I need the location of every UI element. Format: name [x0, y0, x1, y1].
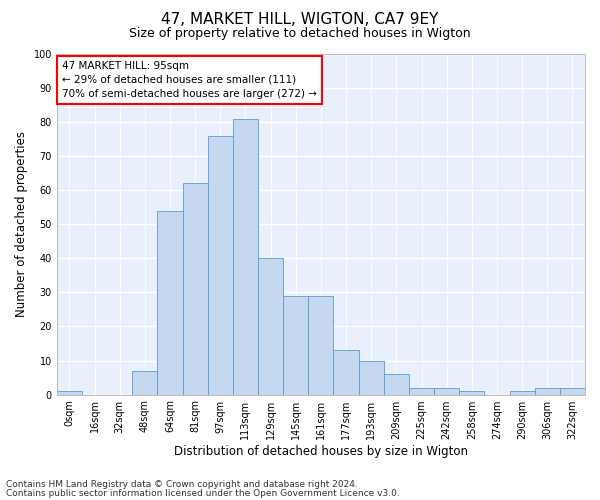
Text: Contains public sector information licensed under the Open Government Licence v3: Contains public sector information licen…	[6, 489, 400, 498]
Bar	[308, 296, 334, 394]
Bar	[132, 370, 157, 394]
Bar	[384, 374, 409, 394]
Bar	[208, 136, 233, 394]
Bar	[459, 391, 484, 394]
Bar	[560, 388, 585, 394]
Bar	[359, 360, 384, 394]
Bar	[409, 388, 434, 394]
Bar	[434, 388, 459, 394]
Bar	[509, 391, 535, 394]
Bar	[334, 350, 359, 395]
Bar	[283, 296, 308, 394]
Y-axis label: Number of detached properties: Number of detached properties	[15, 132, 28, 318]
Text: Contains HM Land Registry data © Crown copyright and database right 2024.: Contains HM Land Registry data © Crown c…	[6, 480, 358, 489]
Bar	[157, 210, 182, 394]
Bar	[535, 388, 560, 394]
Text: 47 MARKET HILL: 95sqm
← 29% of detached houses are smaller (111)
70% of semi-det: 47 MARKET HILL: 95sqm ← 29% of detached …	[62, 61, 317, 99]
Bar	[233, 118, 258, 394]
Text: 47, MARKET HILL, WIGTON, CA7 9EY: 47, MARKET HILL, WIGTON, CA7 9EY	[161, 12, 439, 28]
Bar	[57, 391, 82, 394]
X-axis label: Distribution of detached houses by size in Wigton: Distribution of detached houses by size …	[174, 444, 468, 458]
Bar	[182, 184, 208, 394]
Text: Size of property relative to detached houses in Wigton: Size of property relative to detached ho…	[129, 28, 471, 40]
Bar	[258, 258, 283, 394]
